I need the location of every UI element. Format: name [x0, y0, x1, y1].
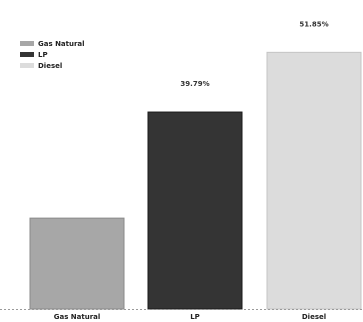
legend-label-diesel: Diesel [38, 61, 63, 70]
data-label-lp: 39.79% [180, 80, 209, 88]
legend-label-gas-natural: Gas Natural [38, 39, 85, 48]
legend-item-lp: LP [20, 49, 85, 60]
legend-swatch-diesel [20, 63, 34, 68]
legend-item-diesel: Diesel [20, 60, 85, 71]
data-label-diesel: 51.85% [299, 20, 328, 28]
legend-swatch-gas-natural [20, 41, 34, 46]
legend-swatch-lp [20, 52, 34, 57]
bar-diesel [266, 51, 362, 310]
bar-lp [147, 111, 243, 310]
x-tick-label-diesel: Diesel [302, 313, 326, 321]
legend-label-lp: LP [38, 50, 48, 59]
x-tick-label-gas-natural: Gas Natural [54, 313, 101, 321]
chart-legend: Gas Natural LP Diesel [20, 38, 85, 71]
legend-item-gas-natural: Gas Natural [20, 38, 85, 49]
x-tick-label-lp: LP [190, 313, 200, 321]
bar-gas-natural [29, 217, 125, 310]
